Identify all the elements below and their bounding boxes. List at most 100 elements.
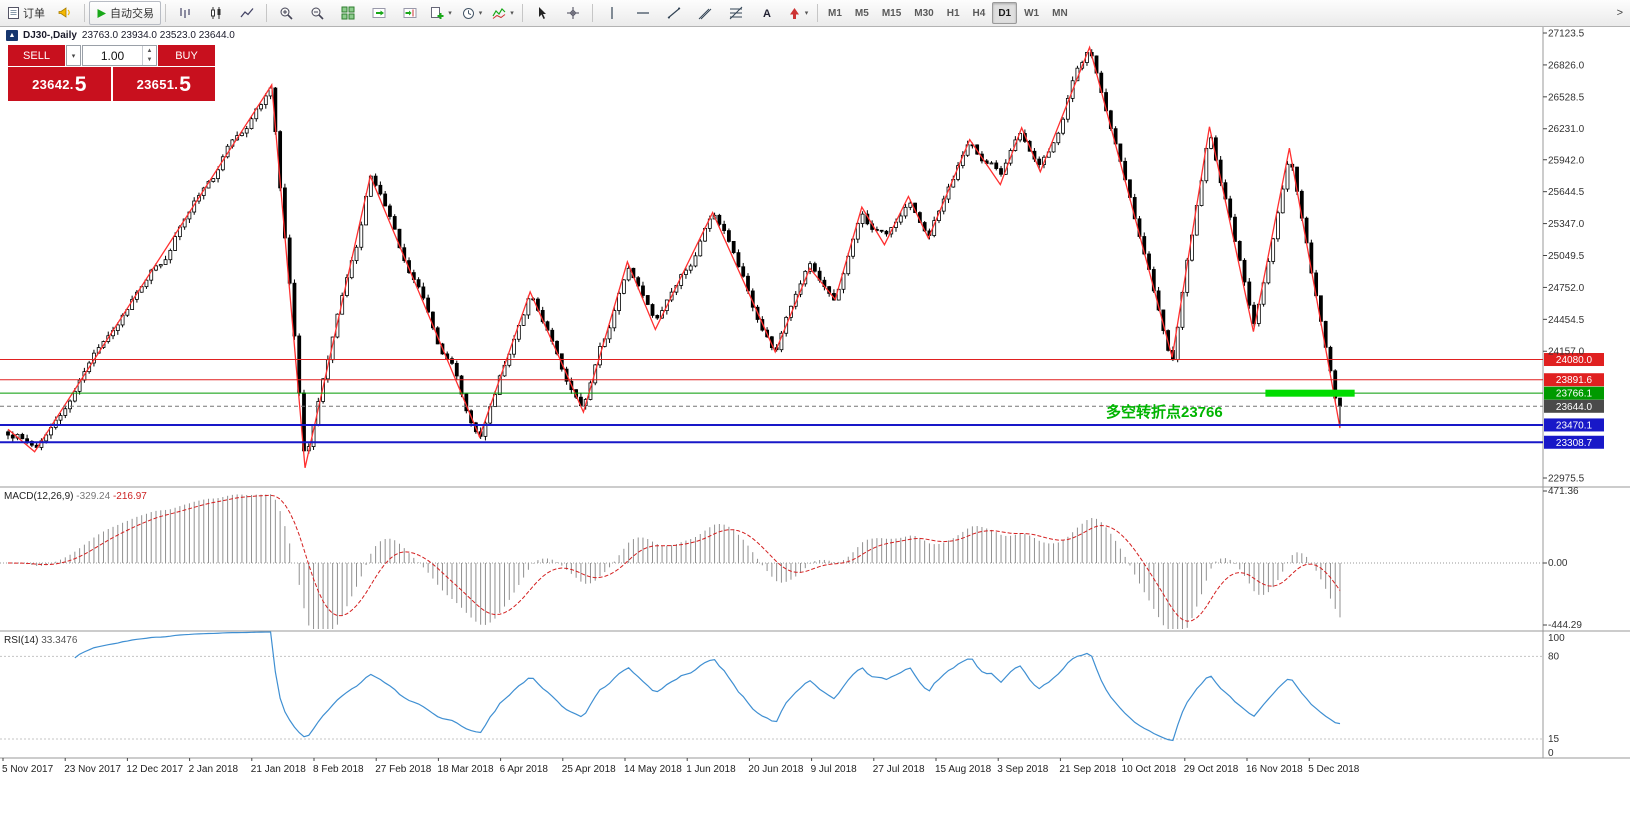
price-axis-tick-label: 25942.0 [1548, 155, 1585, 166]
time-axis-label: 18 Mar 2018 [437, 764, 494, 775]
time-axis-label: 14 May 2018 [624, 764, 682, 775]
timeframe-d1[interactable]: D1 [992, 2, 1018, 24]
timeframe-mn[interactable]: MN [1052, 7, 1068, 19]
fibo-button[interactable] [721, 1, 751, 25]
timeframe-m30[interactable]: M30 [914, 7, 934, 19]
buy-price-big-digit: 5 [179, 72, 191, 96]
channel-button[interactable] [690, 1, 720, 25]
bars-icon [178, 6, 192, 20]
chevron-down-icon: ▾ [478, 10, 483, 17]
arrows-button[interactable]: ▾ [783, 1, 813, 25]
timeframe-w1[interactable]: W1 [1024, 7, 1040, 19]
line-chart-button[interactable] [232, 1, 262, 25]
volume-dropdown[interactable]: ▾ [66, 45, 81, 66]
time-axis-label: 2 Jan 2018 [189, 764, 239, 775]
chart-shift-button[interactable] [395, 1, 425, 25]
stepper-down-icon[interactable]: ▼ [146, 57, 153, 64]
tile-windows-button[interactable] [333, 1, 363, 25]
volume-value[interactable]: 1.00 [100, 48, 125, 63]
period-button[interactable]: ▾ [457, 1, 487, 25]
toolbar-separator [84, 4, 85, 22]
toolbar-overflow-button[interactable]: > [1616, 7, 1623, 19]
cursor-button[interactable] [527, 1, 557, 25]
new-order-button[interactable]: ▾ [426, 1, 456, 25]
price-axis-tick-label: 26826.0 [1548, 60, 1585, 71]
price-badge [1544, 373, 1604, 387]
timeframe-m5[interactable]: M5 [854, 7, 869, 19]
rsi-axis-label: 80 [1548, 651, 1560, 662]
timeframe-m15[interactable]: M15 [881, 7, 902, 19]
axes[interactable]: 27123.5 26826.0 26528.5 26231.0 25942.0 25644… [2, 29, 1585, 776]
arrow-icon [788, 7, 801, 20]
time-axis-label: 10 Oct 2018 [1122, 764, 1177, 775]
price-axis-tick-label: 25049.5 [1548, 251, 1585, 262]
price-axis-tick-label: 26231.0 [1548, 124, 1585, 135]
highlight-segment[interactable] [1265, 389, 1355, 397]
candle-chart-button[interactable] [201, 1, 231, 25]
zoom-out-button[interactable] [302, 1, 332, 25]
timeframe-m1[interactable]: M1 [828, 7, 842, 19]
text-button[interactable]: A [752, 1, 782, 25]
crosshair-button[interactable] [558, 1, 588, 25]
hline-button[interactable] [628, 1, 658, 25]
rsi-line [74, 631, 1341, 742]
sell-price-big-digit: 5 [74, 72, 87, 96]
megaphone-icon [58, 6, 73, 20]
time-axis-label: 5 Nov 2017 [2, 764, 54, 775]
one-click-trading-panel: SELL ▾ 1.00 ▲ ▼ BUY 23642. 5 23651. 5 [8, 45, 215, 101]
macd-signal-line [7, 494, 1341, 622]
price-badge [1544, 435, 1604, 449]
trade-panel-collapse-button[interactable]: ▲ [6, 30, 18, 41]
time-axis-label: 12 Dec 2017 [126, 764, 183, 775]
chart-title: DJ30-,Daily [23, 30, 77, 41]
price-axis-tick-label: 25347.0 [1548, 219, 1585, 230]
time-axis-label: 15 Aug 2018 [935, 764, 992, 775]
indicators-button[interactable]: ▾ [488, 1, 518, 25]
indicator-icon [492, 6, 506, 20]
orders-button-label: 订单 [23, 8, 45, 20]
autotrade-button-label: 自动交易 [110, 8, 154, 20]
price-axis-tick-label: 22975.5 [1548, 474, 1585, 485]
vline-button[interactable] [597, 1, 627, 25]
macd-histogram [12, 494, 1341, 629]
price-badge-label: 23766.1 [1556, 389, 1593, 400]
timeframe-h4[interactable]: H4 [972, 7, 986, 19]
time-axis-label: 27 Jul 2018 [873, 764, 925, 775]
price-axis-tick-label: 24454.5 [1548, 315, 1585, 326]
price-badge-label: 23470.1 [1556, 420, 1593, 431]
new-order-icon [430, 6, 444, 20]
volume-field[interactable]: 1.00 ▲ ▼ [82, 45, 157, 66]
indicator-layers: MACD(12,26,9) -329.24 -216.97 RSI(14) 33.… [0, 491, 1543, 742]
macd-axis-label: 0.00 [1548, 558, 1568, 569]
macd-label: MACD(12,26,9) -329.24 -216.97 [4, 491, 147, 502]
auto-scroll-button[interactable] [364, 1, 394, 25]
buy-button[interactable]: BUY [158, 45, 215, 66]
trendline-button[interactable] [659, 1, 689, 25]
rsi-axis-label: 0 [1548, 748, 1554, 759]
hline-icon [636, 6, 650, 20]
toolbar-separator [266, 4, 267, 22]
chevron-down-icon: ▾ [510, 10, 514, 17]
trend-annotation[interactable]: 多空转折点23766 [1106, 404, 1223, 421]
timeframe-h1[interactable]: H1 [946, 7, 960, 19]
autotrade-button[interactable]: 自动交易 [89, 1, 161, 25]
toolbar-separator [165, 4, 166, 22]
fibo-icon [729, 6, 743, 20]
alerts-button[interactable] [50, 1, 80, 25]
price-axis-tick-label: 25644.5 [1548, 187, 1585, 198]
buy-price-button[interactable]: 23651. 5 [112, 67, 215, 101]
sell-price-button[interactable]: 23642. 5 [8, 67, 111, 101]
bar-chart-button[interactable] [170, 1, 200, 25]
document-icon [7, 6, 20, 20]
time-axis-label: 21 Jan 2018 [251, 764, 306, 775]
horizontal-levels[interactable]: 24080.0 23891.6 23766.1 23470.1 23308.7 23644… [0, 353, 1604, 449]
zoom-in-button[interactable] [271, 1, 301, 25]
time-axis-label: 5 Dec 2018 [1308, 764, 1360, 775]
sell-button[interactable]: SELL [8, 45, 65, 66]
orders-button[interactable]: 订单 [3, 1, 49, 25]
volume-stepper[interactable]: ▲ ▼ [142, 46, 156, 65]
zigzag-line[interactable] [7, 45, 1341, 469]
line-chart-icon [240, 6, 254, 20]
stepper-up-icon[interactable]: ▲ [146, 47, 153, 54]
